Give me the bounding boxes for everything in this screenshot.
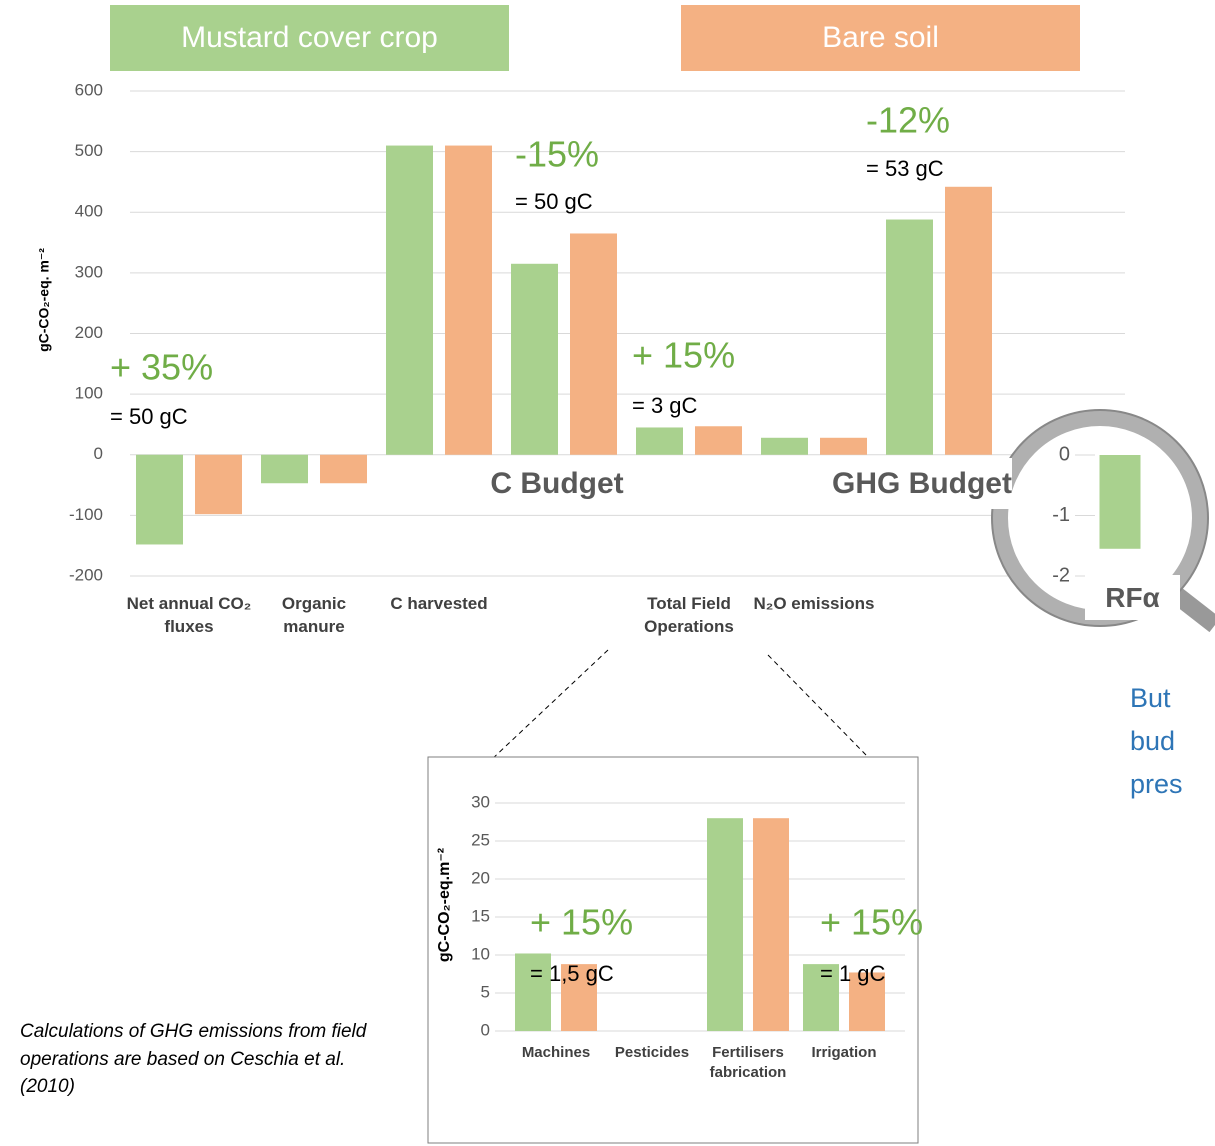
annotation: = 3 gC — [632, 393, 698, 418]
y-tick-label: 500 — [75, 141, 103, 160]
y-tick-label: 5 — [481, 982, 490, 1001]
bar — [136, 454, 183, 545]
bar — [849, 972, 885, 1031]
magnifier-edge — [991, 409, 1209, 627]
side-text: But — [1130, 683, 1171, 713]
y-tick-label: 20 — [471, 868, 490, 887]
y-tick-label: 0 — [94, 444, 103, 463]
bar — [820, 437, 867, 455]
annotation: + 15% — [632, 335, 735, 376]
bar — [803, 964, 839, 1031]
footnote: Calculations of GHG emissions from field… — [20, 1021, 367, 1098]
y-tick-label: 100 — [75, 384, 103, 403]
annotation: + 35% — [110, 347, 213, 388]
annotation: = 50 gC — [110, 404, 188, 429]
y-tick-label: -2 — [1052, 564, 1070, 586]
annotation: = 1,5 gC — [530, 961, 614, 986]
bar — [695, 426, 742, 455]
bar — [515, 953, 551, 1031]
annotation: = 1 gC — [820, 961, 886, 986]
x-tick-label: Total Field Operations — [644, 594, 734, 636]
bar — [195, 454, 242, 515]
x-tick-label: C harvested — [390, 594, 488, 613]
y-tick-label: 30 — [471, 792, 490, 811]
bar — [570, 233, 617, 455]
x-tick-label: Organic manure — [281, 594, 347, 636]
x-tick-label: N₂O emissions — [753, 594, 875, 613]
annotation: + 15% — [820, 902, 923, 943]
y-tick-label: 10 — [471, 944, 490, 963]
legend-item: Mustard cover crop — [110, 5, 509, 71]
y-tick-label: 200 — [75, 323, 103, 342]
y-tick-label: 0 — [481, 1020, 490, 1039]
x-tick-label: Irrigation — [811, 1044, 877, 1061]
rf-chart: -2 -1 0 — [1052, 443, 1141, 586]
bar — [386, 145, 433, 455]
bar — [761, 437, 808, 455]
y-tick-label: 25 — [471, 830, 490, 849]
side-text: bud — [1130, 726, 1176, 756]
budget-label: GHG Budget — [832, 458, 1012, 509]
bar — [636, 427, 683, 455]
x-tick-label: Fertilisers fabrication — [709, 1044, 787, 1082]
y-axis-label: gC-CO₂-eq.m⁻² — [436, 848, 453, 962]
y-axis-label: gC-CO₂-eq. m⁻² — [36, 248, 52, 352]
x-tick-label: RFα — [1085, 575, 1180, 620]
main-chart: -200 -100 0 100 200 300 400 500 600 gC-CO₂-eq. m⁻… — [36, 80, 1125, 584]
y-tick-label: 15 — [471, 906, 490, 925]
budget-label: C Budget — [467, 458, 647, 509]
y-tick-label: 600 — [75, 80, 103, 99]
y-tick-label: -200 — [69, 565, 103, 584]
x-tick-label: Net annual CO₂ fluxes — [126, 594, 252, 636]
bar — [753, 818, 789, 1031]
bar — [511, 263, 558, 455]
annotation: = 50 gC — [515, 189, 593, 214]
annotation: = 53 gC — [866, 156, 944, 181]
annotation: + 15% — [530, 902, 633, 943]
bar — [261, 454, 308, 484]
bar — [1099, 455, 1141, 549]
y-tick-label: -1 — [1052, 504, 1070, 526]
bar — [945, 186, 992, 455]
legend-item: Bare soil — [681, 5, 1080, 71]
bar — [561, 964, 597, 1031]
bar — [707, 818, 743, 1031]
y-tick-label: 300 — [75, 262, 103, 281]
y-tick-label: -100 — [69, 505, 103, 524]
x-tick-label: Machines — [521, 1044, 591, 1061]
y-tick-label: 0 — [1059, 443, 1070, 465]
bar — [320, 454, 367, 484]
bar — [445, 145, 492, 455]
y-tick-label: 400 — [75, 202, 103, 221]
bar — [886, 219, 933, 455]
x-tick-label: Pesticides — [614, 1044, 690, 1061]
inset-frame — [427, 756, 919, 1144]
inset-chart: 0 5 10 15 20 25 30 gC-CO₂-eq.m⁻² + 15% = 1,5 gC + … — [436, 792, 923, 1039]
annotation: -12% — [866, 100, 950, 141]
side-text: pres — [1130, 769, 1183, 799]
annotation: -15% — [515, 134, 599, 175]
